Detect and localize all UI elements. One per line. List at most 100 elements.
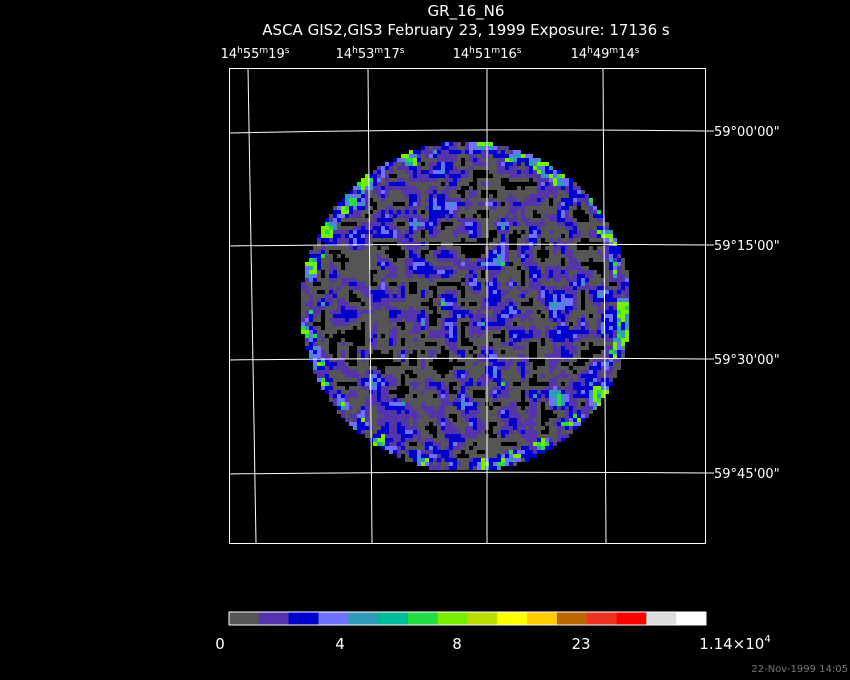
pixel: [569, 314, 573, 318]
pixel: [397, 190, 401, 194]
pixel: [401, 278, 405, 282]
pixel: [433, 274, 437, 278]
pixel: [557, 266, 561, 270]
pixel: [569, 250, 573, 254]
pixel: [481, 318, 485, 322]
pixel: [509, 394, 513, 398]
pixel: [477, 178, 481, 182]
pixel: [545, 394, 549, 398]
pixel: [337, 358, 341, 362]
pixel: [449, 258, 453, 262]
pixel: [497, 270, 501, 274]
pixel: [537, 334, 541, 338]
pixel: [421, 398, 425, 402]
pixel: [417, 186, 421, 190]
pixel: [429, 462, 433, 466]
pixel: [493, 218, 497, 222]
pixel: [601, 394, 605, 398]
pixel: [449, 250, 453, 254]
pixel: [545, 266, 549, 270]
pixel: [465, 354, 469, 358]
pixel: [501, 166, 505, 170]
pixel: [513, 354, 517, 358]
pixel: [401, 370, 405, 374]
pixel: [441, 214, 445, 218]
pixel: [341, 310, 345, 314]
pixel: [541, 326, 545, 330]
pixel: [513, 278, 517, 282]
pixel: [517, 454, 521, 458]
pixel: [537, 186, 541, 190]
pixel: [385, 238, 389, 242]
pixel: [433, 214, 437, 218]
pixel: [337, 402, 341, 406]
pixel: [449, 270, 453, 274]
pixel: [317, 330, 321, 334]
pixel: [597, 386, 601, 390]
pixel: [389, 274, 393, 278]
pixel: [433, 370, 437, 374]
pixel: [361, 286, 365, 290]
pixel: [361, 270, 365, 274]
pixel: [569, 298, 573, 302]
pixel: [461, 254, 465, 258]
pixel: [573, 338, 577, 342]
pixel: [529, 198, 533, 202]
pixel: [341, 398, 345, 402]
colorbar-swatch: [378, 612, 409, 625]
pixel: [421, 418, 425, 422]
pixel: [389, 442, 393, 446]
pixel: [317, 306, 321, 310]
pixel: [425, 330, 429, 334]
pixel: [461, 306, 465, 310]
pixel: [557, 250, 561, 254]
pixel: [341, 202, 345, 206]
pixel: [569, 246, 573, 250]
pixel: [577, 322, 581, 326]
pixel: [565, 346, 569, 350]
pixel: [429, 394, 433, 398]
pixel: [597, 306, 601, 310]
pixel: [425, 230, 429, 234]
pixel: [305, 270, 309, 274]
pixel: [469, 166, 473, 170]
pixel: [585, 270, 589, 274]
pixel: [529, 290, 533, 294]
pixel: [517, 414, 521, 418]
pixel: [321, 374, 325, 378]
pixel: [525, 210, 529, 214]
pixel: [605, 258, 609, 262]
pixel: [381, 278, 385, 282]
pixel: [385, 246, 389, 250]
pixel: [509, 450, 513, 454]
pixel: [309, 282, 313, 286]
pixel: [385, 390, 389, 394]
pixel: [385, 258, 389, 262]
pixel: [389, 258, 393, 262]
ra-value: 16: [500, 47, 517, 62]
pixel: [497, 262, 501, 266]
pixel: [549, 182, 553, 186]
pixel: [553, 346, 557, 350]
pixel: [561, 214, 565, 218]
pixel: [397, 230, 401, 234]
pixel: [397, 274, 401, 278]
pixel: [521, 310, 525, 314]
pixel: [389, 162, 393, 166]
pixel: [397, 418, 401, 422]
pixel: [565, 238, 569, 242]
pixel: [597, 326, 601, 330]
pixel: [593, 294, 597, 298]
pixel: [453, 162, 457, 166]
pixel: [377, 238, 381, 242]
pixel: [561, 366, 565, 370]
pixel: [413, 342, 417, 346]
pixel: [369, 302, 373, 306]
pixel: [549, 306, 553, 310]
pixel: [429, 238, 433, 242]
pixel: [585, 334, 589, 338]
pixel: [457, 254, 461, 258]
pixel: [477, 190, 481, 194]
pixel: [365, 326, 369, 330]
pixel: [493, 278, 497, 282]
